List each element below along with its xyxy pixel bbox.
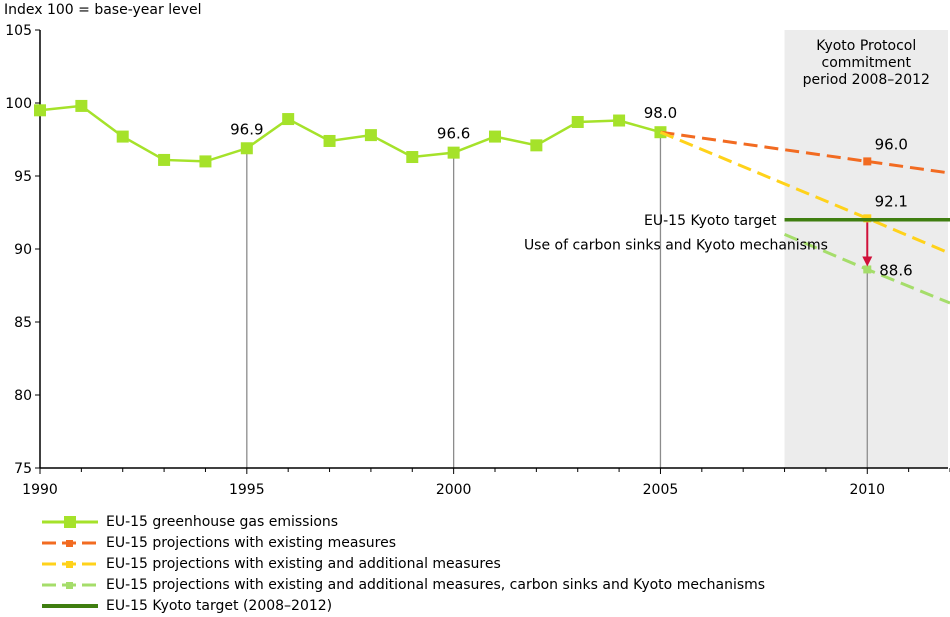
x-tick-label-2000: 2000	[436, 482, 472, 498]
data-label-0: 96.9	[230, 120, 263, 138]
data-point-1991	[75, 99, 88, 112]
data-label-2: 98.0	[644, 104, 677, 122]
data-label-3: 96.0	[875, 135, 908, 153]
y-tick-label-80: 80	[14, 388, 32, 404]
data-point-2003	[571, 115, 584, 128]
legend-item-kyoto-target: EU-15 Kyoto target (2008–2012)	[40, 596, 940, 617]
data-point-1996	[282, 113, 295, 126]
shade-label-line-3: period 2008–2012	[803, 72, 930, 88]
y-tick-label-95: 95	[14, 169, 32, 185]
reduction-arrow-head	[862, 256, 873, 267]
projection-marker-1	[863, 157, 872, 166]
data-label-5: 88.6	[879, 261, 912, 279]
data-label-4: 92.1	[875, 192, 908, 210]
legend-swatch-existing-measures	[42, 540, 98, 547]
legend-item-emissions: EU-15 greenhouse gas emissions	[40, 512, 940, 533]
data-point-1995	[240, 142, 253, 155]
legend-label-emissions: EU-15 greenhouse gas emissions	[106, 514, 339, 530]
projection-marker-3	[863, 265, 872, 274]
carbon-sinks-annotation: Use of carbon sinks and Kyoto mechanisms	[524, 238, 828, 254]
x-tick-label-1990: 1990	[22, 482, 58, 498]
data-point-1993	[158, 153, 171, 166]
data-point-1992	[116, 130, 129, 143]
x-tick-label-1995: 1995	[229, 482, 265, 498]
legend-swatch-kyoto-target	[42, 604, 98, 608]
y-tick-label-105: 105	[5, 23, 32, 39]
series-line-1	[660, 130, 950, 175]
legend-item-additional-measures: EU-15 projections with existing and addi…	[40, 554, 940, 575]
y-tick-label-90: 90	[14, 242, 32, 258]
legend-label-additional-measures: EU-15 projections with existing and addi…	[106, 556, 501, 572]
legend-item-existing-measures: EU-15 projections with existing measures	[40, 533, 940, 554]
data-point-1994	[199, 155, 212, 168]
legend-swatch-additional-measures	[42, 561, 98, 568]
legend-label-carbon-sinks: EU-15 projections with existing and addi…	[106, 577, 766, 593]
data-point-2004	[613, 114, 626, 127]
data-point-2001	[489, 130, 501, 143]
legend-item-carbon-sinks: EU-15 projections with existing and addi…	[40, 575, 940, 596]
emissions-chart: Kyoto Protocol commitment period 2008–20…	[4, 2, 950, 498]
legend-swatch-carbon-sinks	[42, 582, 98, 589]
data-point-2002	[530, 139, 543, 152]
y-tick-label-75: 75	[14, 461, 32, 477]
y-axis-title: Index 100 = base-year level	[4, 2, 202, 18]
data-point-1990	[34, 104, 46, 117]
y-tick-label-100: 100	[5, 96, 32, 112]
x-tick-label-2005: 2005	[643, 482, 679, 498]
data-point-1998	[364, 129, 377, 142]
legend-label-kyoto-target: EU-15 Kyoto target (2008–2012)	[106, 598, 333, 614]
data-point-2000	[447, 146, 460, 159]
shade-label-line-1: Kyoto Protocol	[816, 38, 916, 54]
kyoto-target-annotation: EU-15 Kyoto target	[644, 213, 777, 229]
legend-swatch-emissions	[42, 516, 98, 528]
data-label-1: 96.6	[437, 125, 470, 143]
x-tick-label-2010: 2010	[849, 482, 885, 498]
y-tick-label-85: 85	[14, 315, 32, 331]
data-point-1999	[406, 151, 419, 164]
data-point-1997	[323, 134, 336, 147]
legend: EU-15 greenhouse gas emissions EU-15 pro…	[40, 512, 940, 617]
series-line-2	[659, 130, 950, 255]
series-line-0	[39, 104, 661, 163]
shade-label-line-2: commitment	[822, 55, 912, 71]
legend-label-existing-measures: EU-15 projections with existing measures	[106, 535, 397, 551]
